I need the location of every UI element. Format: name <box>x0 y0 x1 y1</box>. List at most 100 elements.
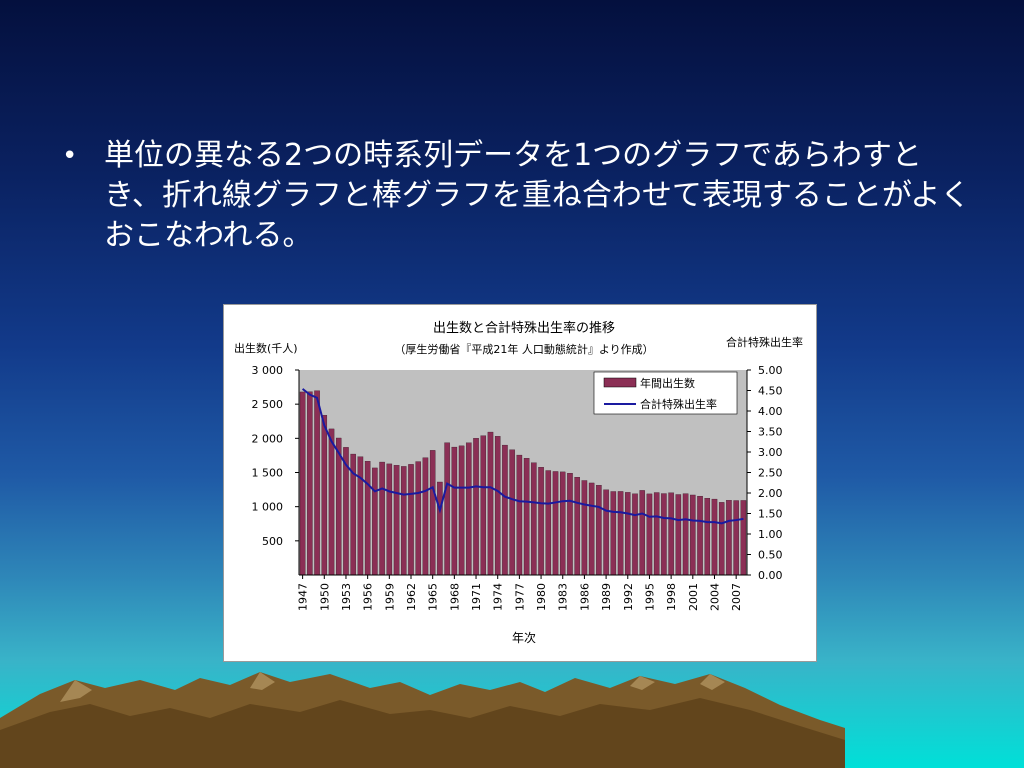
bar-1972 <box>480 435 487 576</box>
bar-2005 <box>718 502 725 576</box>
bar-1957 <box>372 467 378 576</box>
bar-2008 <box>740 500 747 576</box>
x-tick-label: 1983 <box>557 583 570 611</box>
bar-2003 <box>704 498 711 576</box>
x-tick-label: 1974 <box>492 583 505 611</box>
right-tick-label: 3.50 <box>758 426 783 439</box>
bar-1976 <box>509 449 515 576</box>
x-tick-label: 1947 <box>297 583 310 611</box>
bar-1950 <box>321 415 328 576</box>
x-tick-label: 1989 <box>600 583 613 611</box>
bar-1960 <box>393 465 400 576</box>
left-axis-label: 出生数(千人) <box>234 341 298 355</box>
bar-1987 <box>588 482 595 576</box>
bar-1964 <box>422 457 429 576</box>
bar-1973 <box>487 431 494 576</box>
series-line-fertility-rate <box>301 388 744 525</box>
bar-1975 <box>502 444 508 576</box>
bar-1984 <box>567 473 573 576</box>
bar-1955 <box>357 456 364 576</box>
bar-2002 <box>697 495 703 576</box>
x-tick-label: 1998 <box>665 583 678 611</box>
bar-2004 <box>711 498 718 576</box>
bar-1962 <box>408 464 414 576</box>
bar-1963 <box>415 461 421 576</box>
bar-1965 <box>429 450 436 576</box>
bar-1971 <box>473 438 479 576</box>
bar-1967 <box>444 442 450 576</box>
bar-1997 <box>661 493 667 576</box>
bar-1990 <box>610 491 617 576</box>
bullet-text: 単位の異なる2つの時系列データを1つのグラフであらわすとき、折れ線グラフと棒グラ… <box>104 138 971 253</box>
x-ticks: 1947 1950 1953 1956 1959 1962 1965 1968 1971 1974… <box>297 575 743 611</box>
x-tick-label: 1992 <box>622 583 635 611</box>
x-tick-label: 2004 <box>708 583 721 611</box>
right-tick-label: 4.50 <box>758 385 783 398</box>
chart-subtitle: （厚生労働省『平成21年 人口動態統計』より作成） <box>394 342 653 356</box>
birth-chart: 出生数と合計特殊出生率の推移 （厚生労働省『平成21年 人口動態統計』より作成）… <box>234 320 803 645</box>
bar-1985 <box>574 476 580 576</box>
bar-1961 <box>401 466 407 576</box>
x-tick-label: 1962 <box>405 583 418 611</box>
x-tick-label: 1971 <box>470 583 483 611</box>
legend: 年間出生数 合計特殊出生率 <box>593 371 738 415</box>
x-tick-label: 1953 <box>340 583 353 611</box>
bar-1968 <box>451 446 458 576</box>
legend-label-births: 年間出生数 <box>640 376 695 390</box>
bar-1988 <box>596 485 602 576</box>
bar-1982 <box>552 471 559 576</box>
legend-box <box>593 371 738 415</box>
bar-1991 <box>617 491 624 576</box>
x-tick-label: 2001 <box>687 583 700 611</box>
bar-1948 <box>307 391 313 576</box>
x-tick-label: 1980 <box>535 583 548 611</box>
left-ticks: 500 1 000 1 500 2 000 2 500 3 000 <box>252 364 299 548</box>
right-tick-label: 4.00 <box>758 405 783 418</box>
x-tick-label: 2007 <box>730 583 743 611</box>
mountain-landscape <box>0 672 845 768</box>
bar-1980 <box>538 467 544 576</box>
right-tick-label: 0.00 <box>758 569 783 582</box>
chart-panel: 出生数と合計特殊出生率の推移 （厚生労働省『平成21年 人口動態統計』より作成）… <box>223 304 817 662</box>
bar-1998 <box>668 492 674 576</box>
x-tick-label: 1986 <box>578 583 591 611</box>
bar-1956 <box>364 461 371 576</box>
x-tick-label: 1959 <box>383 583 396 611</box>
x-tick-label: 1965 <box>427 583 440 611</box>
bars-group <box>299 390 747 576</box>
bar-1996 <box>653 492 660 576</box>
x-axis-label: 年次 <box>512 631 536 645</box>
bar-1951 <box>328 428 335 576</box>
bar-1978 <box>523 458 530 576</box>
left-tick-label: 3 000 <box>252 364 284 377</box>
bar-1949 <box>314 390 320 576</box>
right-tick-label: 1.00 <box>758 528 783 541</box>
bar-1989 <box>603 489 609 576</box>
right-axis-label: 合計特殊出生率 <box>726 335 803 349</box>
bar-2006 <box>726 500 732 576</box>
right-tick-label: 3.00 <box>758 446 783 459</box>
chart-title: 出生数と合計特殊出生率の推移 <box>433 320 615 336</box>
bar-1999 <box>675 494 682 576</box>
bar-1977 <box>516 454 523 576</box>
bar-1959 <box>386 463 393 576</box>
bullet-symbol: • <box>62 141 78 171</box>
x-tick-label: 1995 <box>643 583 656 611</box>
bar-1992 <box>625 492 631 576</box>
bar-1969 <box>458 445 465 576</box>
bar-1995 <box>646 493 653 576</box>
legend-bar-swatch <box>603 377 637 388</box>
bar-1958 <box>379 461 385 576</box>
bar-1986 <box>581 480 588 576</box>
bar-1970 <box>466 442 472 576</box>
x-tick-label: 1956 <box>362 583 375 611</box>
right-tick-label: 0.50 <box>758 549 783 562</box>
bar-1981 <box>545 470 552 576</box>
right-tick-label: 5.00 <box>758 364 783 377</box>
right-tick-label: 2.00 <box>758 487 783 500</box>
x-tick-label: 1977 <box>513 583 526 611</box>
bar-1979 <box>531 462 537 576</box>
bar-1947 <box>299 391 306 576</box>
legend-label-rate: 合計特殊出生率 <box>640 397 717 411</box>
bar-2000 <box>682 493 689 576</box>
